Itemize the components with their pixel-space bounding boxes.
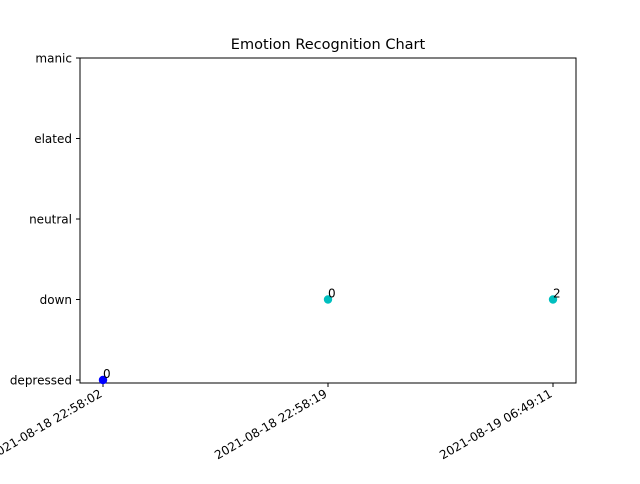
plot-area: [79, 57, 577, 384]
x-tick-label-2: 2021-08-19 06:49:11: [437, 386, 554, 462]
x-axis: 2021-08-18 22:58:02 2021-08-18 22:58:19 20…: [0, 383, 555, 462]
y-tick-label-manic: manic: [35, 52, 72, 66]
x-tick-label-1: 2021-08-18 22:58:19: [212, 386, 329, 462]
data-label-1: 0: [328, 287, 336, 301]
x-tick-label-0: 2021-08-18 22:58:02: [0, 386, 104, 462]
y-tick-label-down: down: [40, 293, 72, 307]
y-tick-label-elated: elated: [34, 132, 72, 146]
data-point-1: [323, 295, 333, 304]
data-label-2: 2: [553, 287, 561, 301]
y-tick-label-depressed: depressed: [10, 374, 72, 388]
y-tick-label-neutral: neutral: [29, 213, 72, 227]
data-label-0: 0: [103, 367, 111, 381]
data-point-2: [548, 295, 558, 304]
data-points: 0 0 2: [98, 287, 561, 385]
chart-title: Emotion Recognition Chart: [231, 37, 426, 53]
y-axis: depressed down neutral elated manic: [10, 52, 80, 388]
data-point-0: [98, 375, 108, 385]
